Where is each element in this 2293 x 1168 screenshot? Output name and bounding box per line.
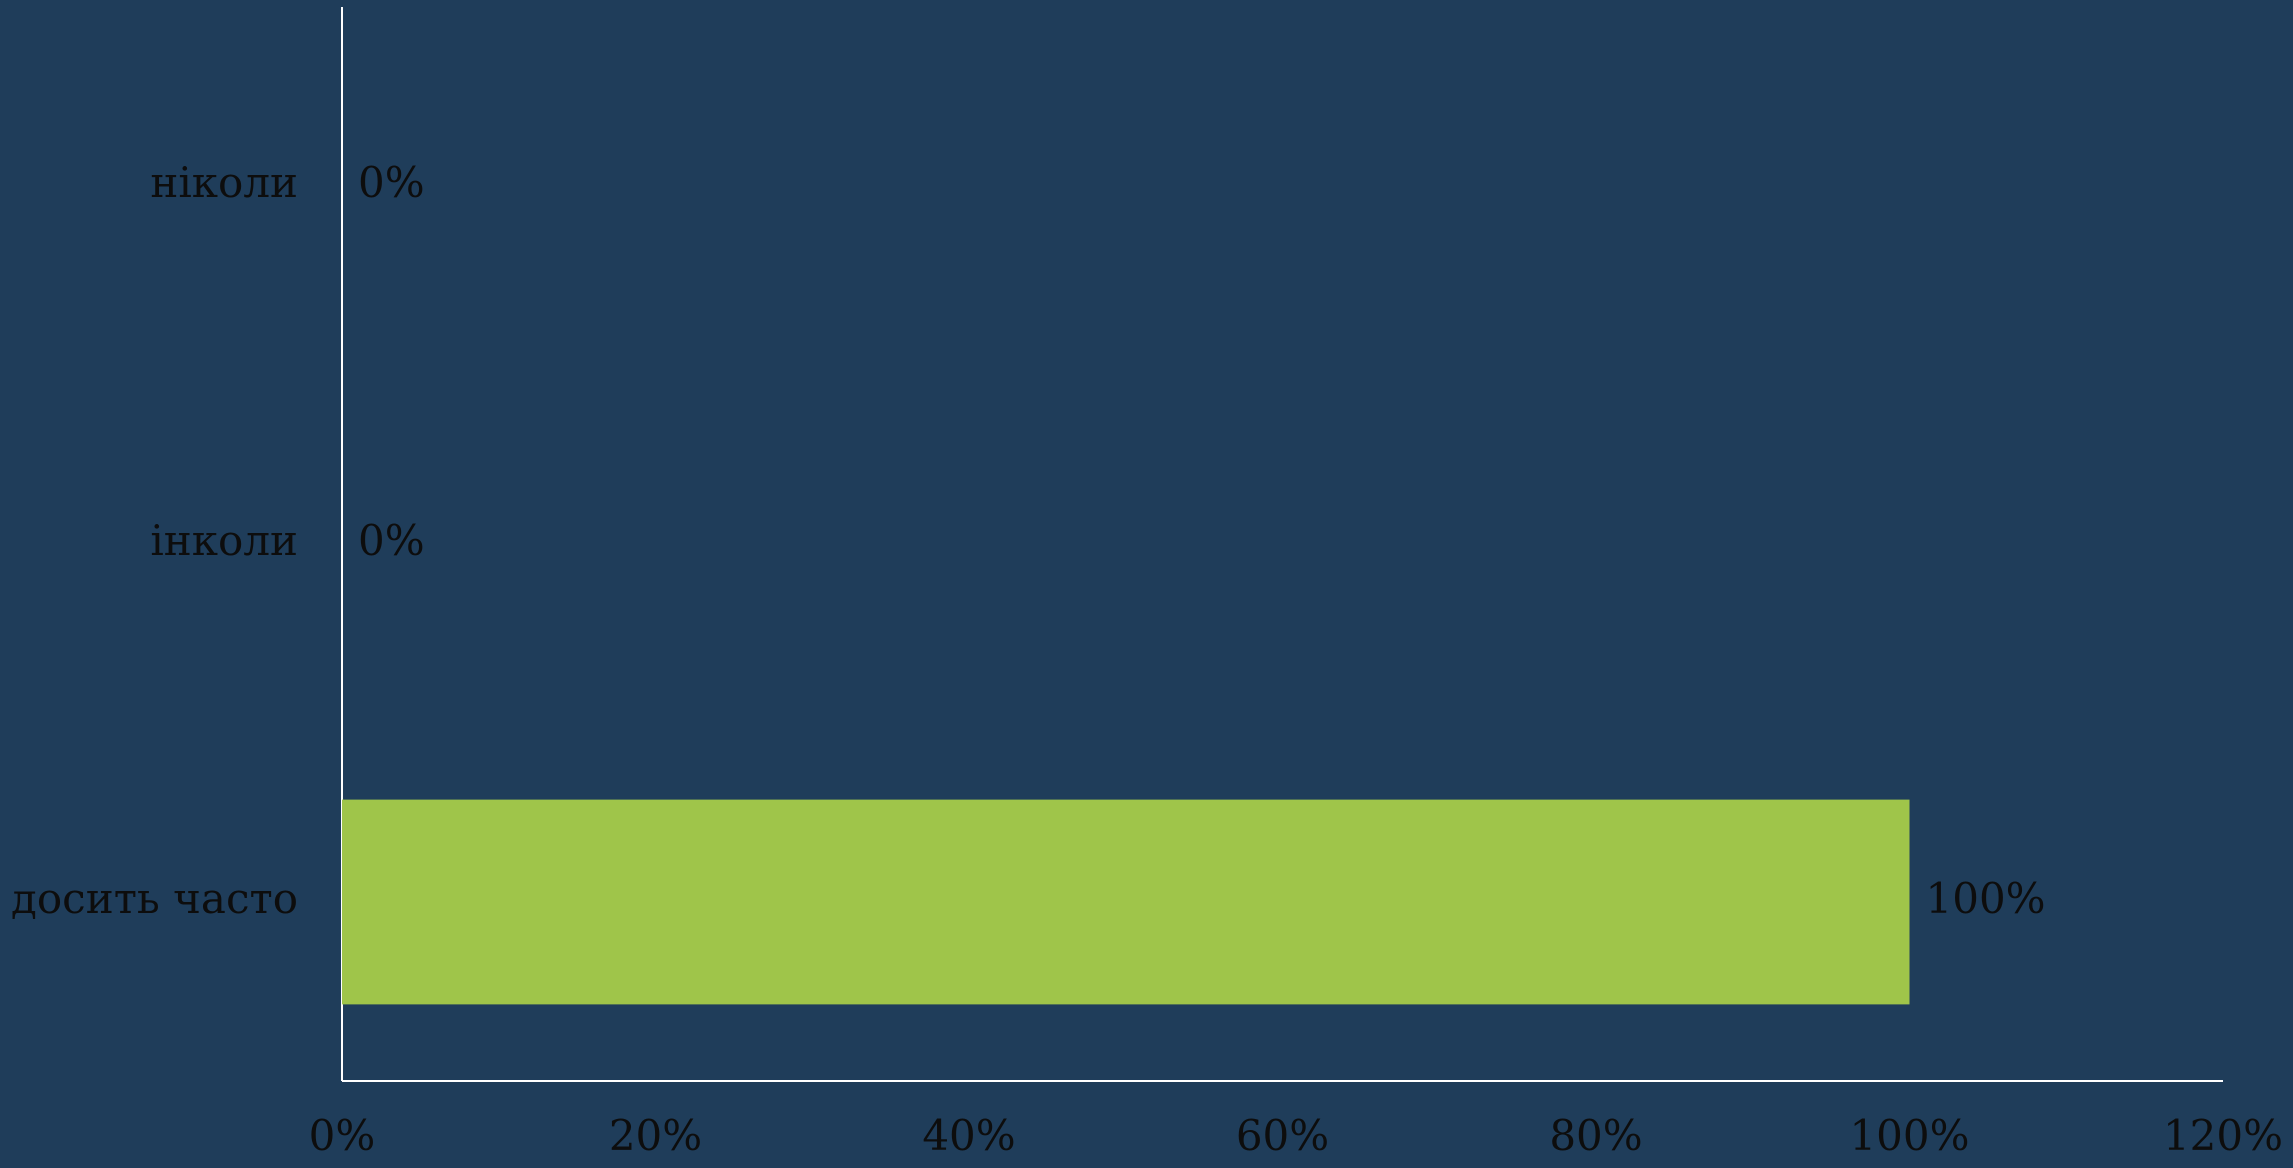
y-tick-label: інколи bbox=[150, 516, 298, 565]
value-label: 0% bbox=[358, 158, 425, 207]
x-tick-label: 40% bbox=[922, 1111, 1015, 1160]
x-tick-label: 120% bbox=[2163, 1111, 2283, 1160]
y-tick-label: ніколи bbox=[150, 158, 298, 207]
value-label: 100% bbox=[1926, 874, 2046, 923]
x-tick-label: 0% bbox=[309, 1111, 376, 1160]
x-tick-label: 60% bbox=[1236, 1111, 1329, 1160]
x-tick-label: 100% bbox=[1849, 1111, 1969, 1160]
y-tick-label: досить часто bbox=[11, 874, 298, 923]
x-tick-label: 20% bbox=[609, 1111, 702, 1160]
x-tick-label: 80% bbox=[1549, 1111, 1642, 1160]
value-label: 0% bbox=[358, 516, 425, 565]
bar bbox=[342, 799, 1910, 1005]
